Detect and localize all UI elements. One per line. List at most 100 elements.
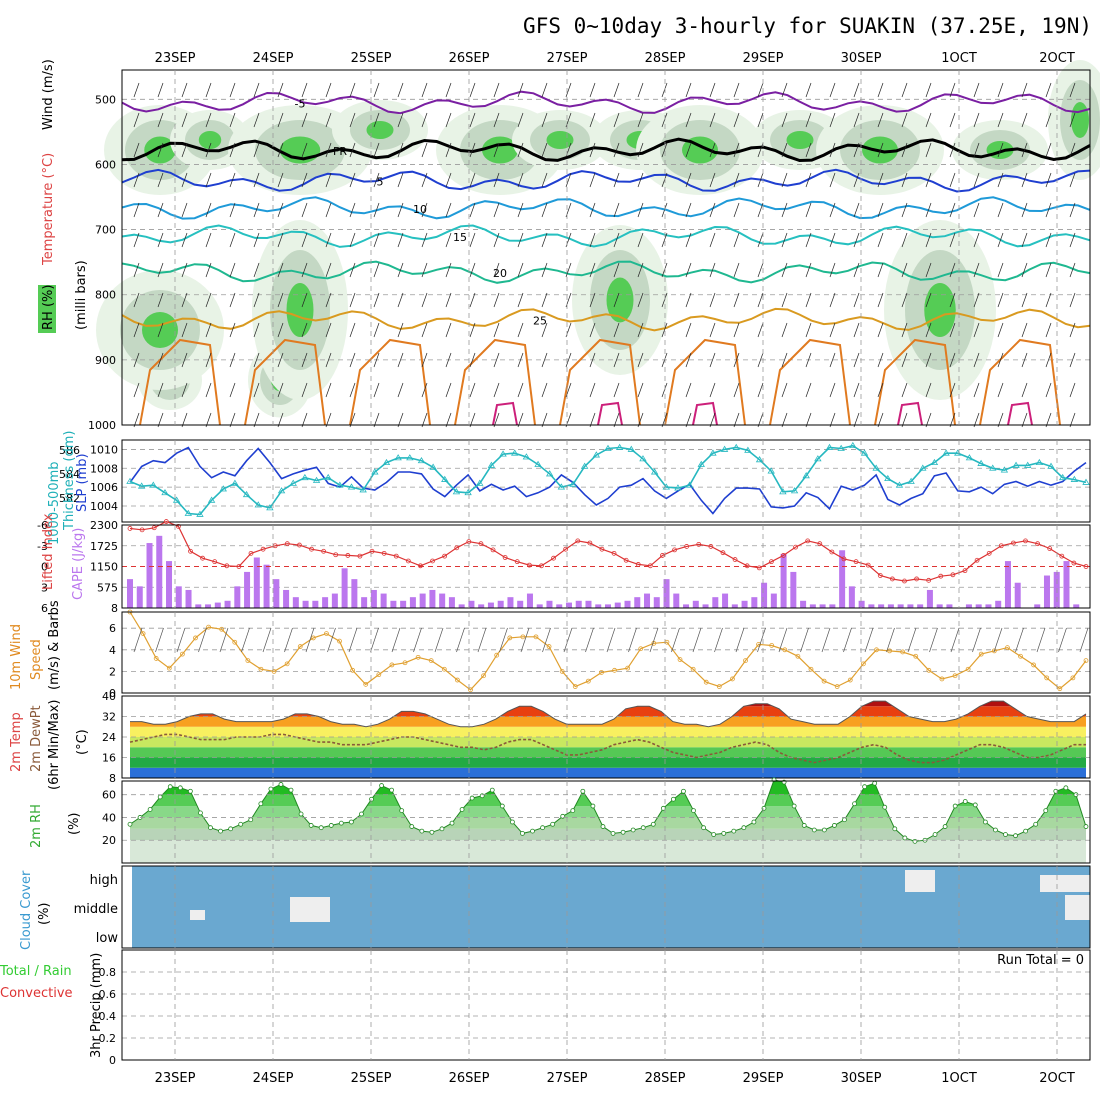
slp-tick: 1004 <box>90 500 118 513</box>
wind-barb <box>661 172 668 188</box>
surface-wind-barb <box>305 627 315 653</box>
wind-barb <box>589 172 596 188</box>
wind-barb <box>637 232 644 248</box>
wind-marker <box>1005 645 1010 651</box>
precip-tick: 0 <box>109 1054 116 1067</box>
wind-barb <box>517 82 524 98</box>
cape-bar <box>526 593 533 608</box>
wind-barb <box>877 232 884 248</box>
wind-marker <box>389 662 395 668</box>
cape-bar <box>683 604 690 608</box>
wind-barb <box>925 142 932 158</box>
wind-barb <box>229 82 236 98</box>
wind-barb <box>709 142 716 158</box>
wind-barb <box>805 112 812 128</box>
wind-barb <box>325 352 332 368</box>
cloud-gap <box>905 870 935 892</box>
wind-barb <box>973 202 980 218</box>
wind-barb <box>349 172 356 188</box>
wind-barb <box>661 292 668 308</box>
cloud-gap <box>290 897 330 922</box>
cape-bar <box>487 602 494 608</box>
wind-barb <box>925 262 932 278</box>
rh-marker <box>389 787 395 793</box>
wind-barb <box>637 82 644 98</box>
li-marker <box>914 576 919 582</box>
wind-barb <box>493 112 500 128</box>
thickness-marker <box>324 473 332 481</box>
li-marker <box>974 557 980 563</box>
temp-band <box>130 737 1086 748</box>
wind-marker <box>284 661 290 667</box>
rh-tick: 40 <box>102 811 116 824</box>
wind-barb <box>469 142 476 158</box>
wind-marker <box>952 673 958 679</box>
cloud-level-label: low <box>96 931 119 946</box>
li-marker <box>1010 540 1016 546</box>
wind-barb <box>997 352 1004 368</box>
rh-marker <box>157 794 163 800</box>
wind-barb <box>541 352 548 368</box>
wind-barb <box>205 232 212 248</box>
wind-barb <box>757 142 764 158</box>
thickness-marker <box>161 489 169 496</box>
wind-marker <box>756 642 762 647</box>
isotherm-label: 5 <box>377 176 384 189</box>
wind-barb <box>469 112 476 128</box>
wind-barb <box>661 142 668 158</box>
wind-barb <box>805 172 812 188</box>
thickness-marker <box>615 443 624 450</box>
wind-barb <box>925 112 932 128</box>
date-label-bottom: 24SEP <box>253 1071 294 1086</box>
wind-barb <box>613 82 620 98</box>
isotherm-30-curve <box>874 338 956 426</box>
wind-barb <box>397 322 404 338</box>
date-label-bottom: 25SEP <box>351 1071 392 1086</box>
wind-barb <box>277 232 284 248</box>
precip-tick: 0.8 <box>99 966 117 979</box>
isotherm-line <box>121 224 1091 248</box>
thickness-marker <box>254 501 262 508</box>
rh-marker <box>167 784 173 790</box>
cape-bar <box>585 600 592 608</box>
pressure-tick: 1000 <box>88 419 116 432</box>
li-marker <box>805 538 811 544</box>
thickness-marker <box>592 451 601 458</box>
wind-barb <box>925 292 932 308</box>
wind-barb <box>133 322 140 338</box>
wind-barb <box>661 112 668 128</box>
wind-barb <box>397 352 404 368</box>
thickness-marker <box>266 504 274 511</box>
li-marker <box>829 549 835 555</box>
wind-barb <box>781 262 788 278</box>
wind-barb <box>877 82 884 98</box>
surface-wind-barb <box>456 627 465 653</box>
wind-barb <box>397 112 404 128</box>
rh-marker <box>187 788 193 794</box>
temp-band <box>130 757 1086 768</box>
wind-barb <box>733 262 740 278</box>
wind-marker <box>337 638 342 644</box>
wind-barb <box>229 262 236 278</box>
rh-shading-high <box>366 121 394 139</box>
thickness-marker <box>557 483 566 490</box>
wind-barb <box>613 322 620 338</box>
wind-barb <box>181 232 188 248</box>
wind-marker <box>441 666 447 672</box>
thickness-marker <box>487 461 496 468</box>
wind-barb <box>325 142 332 158</box>
wind-barb <box>205 172 212 188</box>
isotherm-35-curve <box>492 401 518 426</box>
surface-wind-barb <box>950 627 960 653</box>
wind-barb <box>973 82 980 98</box>
rh-marker <box>972 802 978 808</box>
chart-title: GFS 0~10day 3-hourly for SUAKIN (37.25E,… <box>523 14 1092 38</box>
wind-barb <box>685 172 692 188</box>
li-marker <box>647 563 653 569</box>
cloud-level-label: middle <box>74 902 118 917</box>
thickness-marker <box>825 443 834 450</box>
wind-barb <box>973 262 980 278</box>
wind-marker <box>585 678 591 684</box>
wind-barb <box>685 142 692 158</box>
rh-marker <box>177 785 183 791</box>
